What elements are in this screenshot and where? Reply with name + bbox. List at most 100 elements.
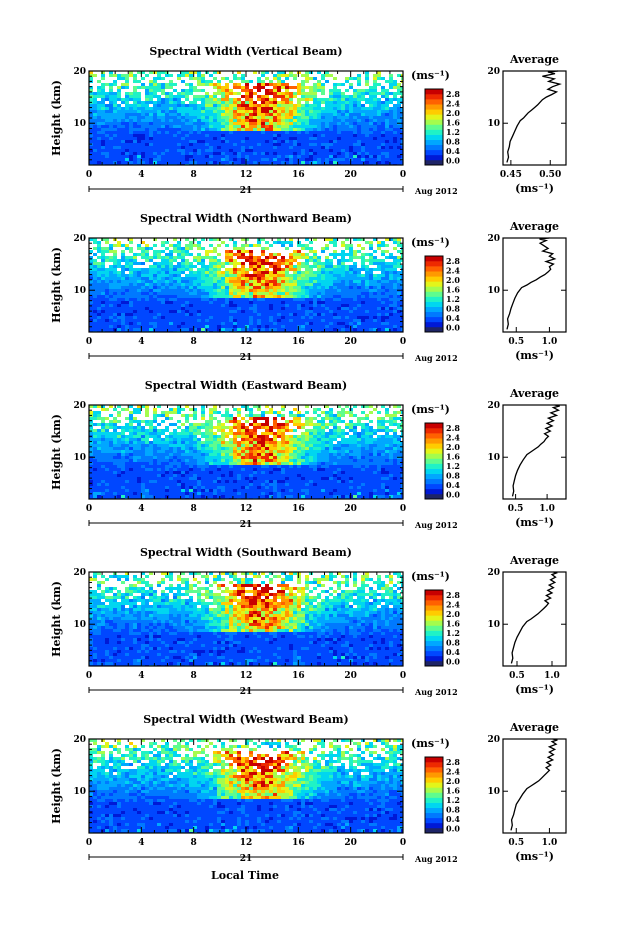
heatmap-cell [113,301,117,304]
heatmap-cell [381,283,385,286]
heatmap-cell [97,438,101,441]
heatmap-cell [113,131,117,134]
heatmap-cell [105,274,109,277]
heatmap-cell [273,152,277,155]
heatmap-cell [221,137,225,140]
heatmap-cell [301,283,305,286]
heatmap-cell [393,161,397,164]
heatmap-cell [309,149,313,152]
heatmap-cell [333,289,337,292]
heatmap-cell [213,259,217,262]
heatmap-cell [353,304,357,307]
heatmap-cell [345,289,349,292]
heatmap-cell [101,468,105,471]
heatmap-cell [181,286,185,289]
heatmap-cell [105,477,109,480]
heatmap-cell [185,319,189,322]
heatmap-cell [269,262,273,265]
heatmap-cell [321,128,325,131]
heatmap-cell [329,325,333,328]
heatmap-cell [177,125,181,128]
heatmap-cell [305,155,309,158]
heatmap-cell [153,283,157,286]
heatmap-cell [165,101,169,104]
heatmap-cell [93,259,97,262]
average-frame [502,70,567,166]
heatmap-cell [117,265,121,268]
heatmap-cell [273,161,277,164]
heatmap-cell [101,247,105,250]
heatmap-cell [97,316,101,319]
heatmap-cell [393,125,397,128]
heatmap-cell [97,116,101,119]
heatmap-cell [89,486,93,489]
heatmap-cell [193,259,197,262]
heatmap-cell [245,125,249,128]
heatmap-cell [161,325,165,328]
heatmap-cell [133,316,137,319]
heatmap-cell [289,158,293,161]
heatmap-cell [249,149,253,152]
heatmap-cell [381,271,385,274]
heatmap-cell [357,125,361,128]
heatmap-cell [217,268,221,271]
heatmap-cell [349,110,353,113]
heatmap-cell [121,146,125,149]
heatmap-cell [293,134,297,137]
heatmap-cell [245,325,249,328]
heatmap-cell [205,286,209,289]
heatmap-cell [217,161,221,164]
heatmap-cell [117,283,121,286]
heatmap-cell [125,259,129,262]
heatmap-cell [137,244,141,247]
heatmap-cell [321,325,325,328]
heatmap-cell [209,301,213,304]
heatmap-cell [325,107,329,110]
heatmap-cell [89,462,93,465]
heatmap-cell [401,265,403,268]
heatmap-cell [325,101,329,104]
heatmap-cell [121,128,125,131]
heatmap-cell [93,417,97,420]
heatmap-cell [241,292,245,295]
heatmap-cell [105,444,109,447]
heatmap-cell [261,295,265,298]
heatmap-cell [377,134,381,137]
heatmap-cell [205,137,209,140]
heatmap-cell [237,134,241,137]
heatmap-cell [249,119,253,122]
heatmap-cell [385,146,389,149]
heatmap-cell [217,128,221,131]
heatmap-cell [213,107,217,110]
heatmap-cell [309,247,313,250]
heatmap-cell [257,301,261,304]
heatmap-cell [393,328,397,331]
heatmap-cell [341,95,345,98]
heatmap-cell [109,137,113,140]
heatmap-cell [297,110,301,113]
heatmap-cell [365,92,369,95]
heatmap-cell [205,274,209,277]
heatmap-cell [109,313,113,316]
heatmap-cell [333,107,337,110]
heatmap-cell [333,316,337,319]
heatmap-cell [289,244,293,247]
heatmap-cell [345,158,349,161]
heatmap-cell [261,304,265,307]
heatmap-cell [329,289,333,292]
heatmap-cell [121,256,125,259]
heatmap-cell [385,95,389,98]
heatmap-cell [261,83,265,86]
heatmap-cell [145,301,149,304]
heatmap-cell [273,143,277,146]
heatmap-cell [189,149,193,152]
heatmap-cell [237,319,241,322]
heatmap-cell [109,441,113,444]
heatmap-cell [301,280,305,283]
heatmap-cell [101,71,105,74]
heatmap-cell [97,107,101,110]
heatmap-cell [289,238,293,241]
heatmap-cell [337,319,341,322]
heatmap-cell [321,268,325,271]
heatmap-cell [341,143,345,146]
